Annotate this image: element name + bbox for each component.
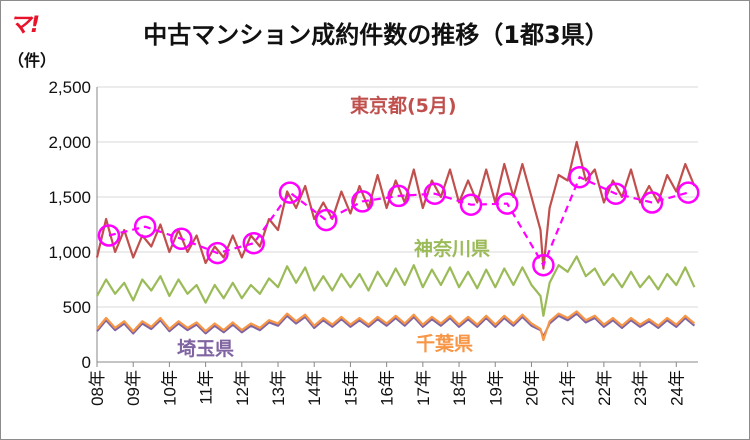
x-tick-label: 23年 — [631, 370, 650, 406]
series-line-千葉県 — [96, 310, 696, 342]
x-tick-label: 10年 — [160, 370, 179, 406]
may-marker-point — [568, 165, 591, 189]
y-tick-label: 2,000 — [48, 133, 91, 152]
x-tick-label: 15年 — [341, 370, 360, 406]
may-series-line — [108, 175, 689, 268]
may-marker-point — [640, 191, 664, 214]
x-tick-label: 24年 — [667, 370, 686, 406]
may-marker-point — [278, 181, 302, 204]
x-tick-label: 11年 — [197, 370, 216, 405]
series-line-神奈川県 — [96, 255, 696, 317]
may-marker-point — [676, 181, 700, 204]
series-line-東京都 — [95, 140, 696, 270]
may-marker-point — [314, 208, 338, 232]
label-tokyo: 東京都(5月) — [350, 94, 457, 117]
logo: マ! — [9, 13, 40, 38]
x-tick-label: 12年 — [233, 370, 252, 406]
may-marker-point — [604, 182, 628, 205]
x-tick-label: 14年 — [305, 370, 324, 406]
x-tick-label: 13年 — [269, 370, 288, 406]
may-marker-point — [387, 184, 410, 208]
may-marker-point — [423, 182, 447, 205]
x-tick-label: 08年 — [88, 370, 107, 406]
may-markers — [97, 165, 700, 277]
y-tick-label: 2,500 — [48, 78, 91, 97]
y-tick-label: 500 — [63, 298, 91, 317]
x-tick-label: 18年 — [450, 370, 469, 406]
y-axis-label: （件） — [8, 51, 56, 70]
may-marker-point — [242, 231, 266, 255]
label-saitama: 埼玉県 — [177, 337, 234, 360]
may-marker-point — [351, 190, 374, 213]
chart-title: 中古マンション成約件数の推移（1都3県） — [143, 21, 609, 49]
may-marker-point — [459, 193, 483, 216]
x-tick-label: 16年 — [378, 370, 397, 406]
x-tick-label: 19年 — [486, 370, 505, 406]
may-marker-point — [133, 215, 157, 238]
series-line-埼玉県 — [96, 312, 696, 338]
axes: 0 500 1,000 1,500 2,000 2,500 （件） 08年 09年 10年 11年 1… — [8, 51, 698, 406]
y-tick-label: 1,500 — [48, 188, 91, 207]
may-marker-point — [532, 253, 555, 277]
may-marker-point — [206, 241, 229, 265]
y-tick-label: 1,000 — [48, 243, 91, 262]
x-tick-label: 22年 — [595, 370, 614, 406]
y-tick-label: 0 — [82, 353, 91, 372]
x-tick-label: 09年 — [124, 370, 143, 406]
may-marker-point — [170, 227, 193, 251]
x-tick-label: 21年 — [559, 370, 578, 406]
may-marker-point — [97, 224, 121, 247]
label-kanagawa: 神奈川県 — [414, 237, 490, 260]
x-tick-label: 20年 — [522, 370, 541, 406]
x-tick-label: 17年 — [414, 370, 433, 406]
label-chiba: 千葉県 — [416, 333, 473, 355]
series-lines — [95, 140, 696, 342]
may-marker-point — [495, 192, 519, 215]
gridlines — [97, 86, 698, 308]
